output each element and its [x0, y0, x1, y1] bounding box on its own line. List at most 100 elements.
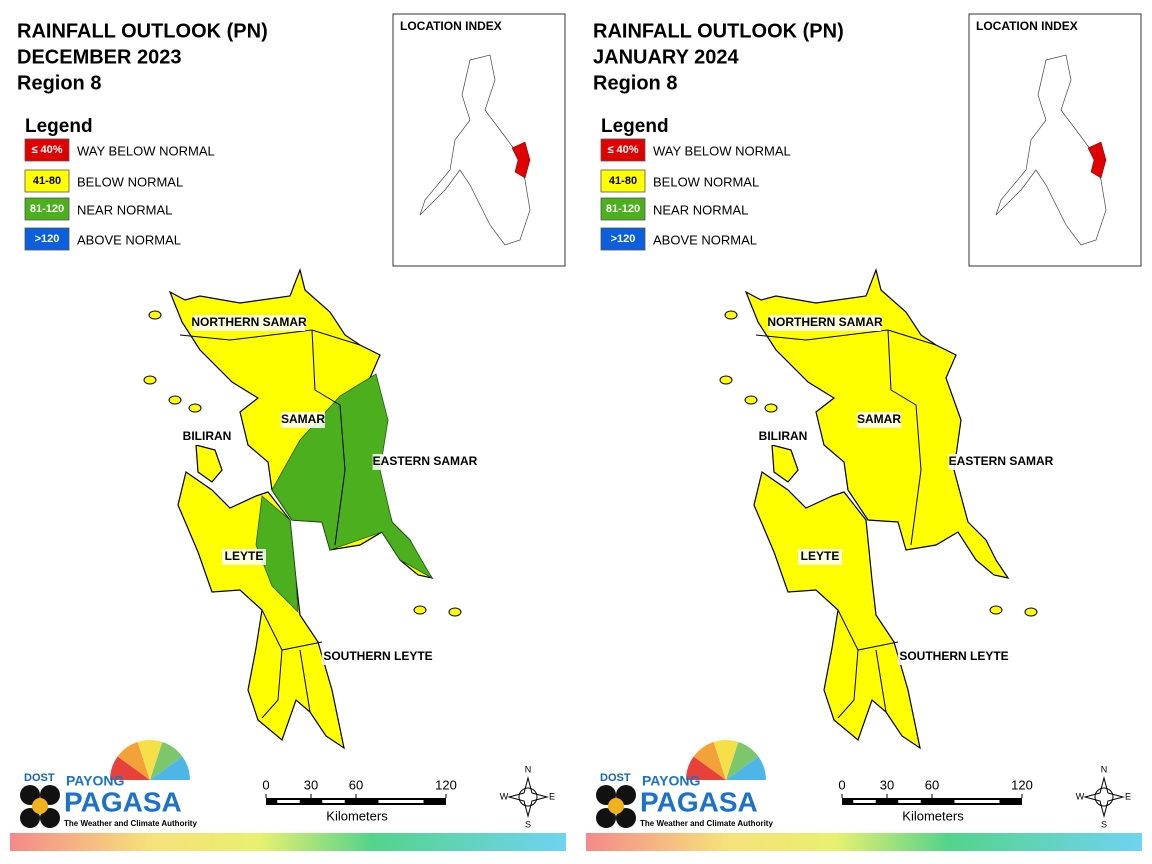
province-label: SAMAR: [281, 412, 325, 426]
legend-swatch: [24, 169, 70, 193]
logo-umbrella: [150, 756, 190, 780]
legend-range: 41-80: [609, 175, 637, 187]
panel-region: Region 8: [17, 72, 101, 94]
scale-segment: [277, 800, 300, 803]
panel-title: RAINFALL OUTLOOK (PN): [17, 20, 268, 42]
province-label-bg: [321, 649, 435, 665]
province-border: [837, 649, 859, 719]
province-label: SOUTHERN LEYTE: [899, 649, 1008, 663]
scale-bar-frame: [842, 798, 1022, 805]
legend-label: ABOVE NORMAL: [77, 232, 181, 247]
legend-swatch: [600, 227, 646, 251]
province-label: NORTHERN SAMAR: [191, 315, 307, 329]
compass-letter: N: [1101, 764, 1108, 774]
province-label-bg: [798, 549, 842, 565]
location-index-title: LOCATION INDEX: [976, 19, 1078, 33]
province-border: [875, 649, 887, 713]
legend-title: Legend: [601, 116, 669, 137]
legend-swatch: [24, 138, 70, 162]
compass-letter: W: [500, 791, 509, 801]
islet: [188, 403, 202, 413]
province-label-bg: [222, 549, 266, 565]
province-label-bg: [372, 454, 478, 470]
footer-gradient: [10, 833, 566, 851]
province-label-bg: [948, 454, 1054, 470]
logo-seal-center: [32, 798, 48, 814]
islet: [724, 310, 738, 320]
province-label: BILIRAN: [183, 429, 232, 443]
logo-seal: [616, 808, 636, 828]
scale-tick-label: 60: [349, 777, 363, 792]
scale-unit: Kilometers: [902, 808, 964, 823]
islet: [764, 403, 778, 413]
region-highlight: [511, 141, 531, 179]
province-border: [755, 329, 937, 346]
logo-umbrella: [726, 741, 759, 780]
logo-agency: DOST: [600, 772, 631, 784]
legend-range: 81-120: [30, 203, 64, 215]
province-label-bg: [857, 412, 901, 428]
province-label: SAMAR: [857, 412, 901, 426]
scale-tick-label: 120: [435, 777, 457, 792]
scale-segment: [898, 800, 921, 803]
province-label-bg: [192, 315, 306, 331]
legend-range: 81-120: [606, 203, 640, 215]
compass-rose: [507, 776, 549, 818]
logo-tagline: The Weather and Climate Authority: [640, 819, 773, 828]
logo-brand-top: PAYONG: [66, 773, 124, 789]
province-border: [179, 329, 361, 346]
legend-range: >120: [35, 233, 60, 245]
scale-segment: [322, 800, 345, 803]
region-highlight: [1087, 141, 1107, 179]
compass-letter: E: [1125, 791, 1131, 801]
legend-label: ABOVE NORMAL: [653, 232, 757, 247]
island-leyte: [753, 471, 921, 750]
scale-tick-label: 60: [925, 777, 939, 792]
province-label: BILIRAN: [759, 429, 808, 443]
legend-swatch: [600, 169, 646, 193]
compass-letter: S: [1101, 819, 1107, 829]
islet: [413, 605, 427, 615]
legend-range: 41-80: [33, 175, 61, 187]
province-label: LEYTE: [801, 549, 840, 563]
logo-umbrella: [110, 756, 150, 780]
footer-gradient: [586, 833, 1142, 851]
logo-umbrella: [137, 740, 163, 780]
logo-seal-center: [608, 798, 624, 814]
compass-letter: S: [525, 819, 531, 829]
logo-tagline: The Weather and Climate Authority: [64, 819, 197, 828]
province-label-bg: [753, 429, 813, 445]
province-label: EASTERN SAMAR: [949, 454, 1054, 468]
legend-label: WAY BELOW NORMAL: [77, 143, 215, 158]
islet: [744, 395, 758, 405]
legend-label: BELOW NORMAL: [77, 174, 183, 189]
legend-label: NEAR NORMAL: [653, 202, 748, 217]
province-label-bg: [281, 412, 325, 428]
legend-range: >120: [611, 233, 636, 245]
province-label: LEYTE: [225, 549, 264, 563]
compass-letter: E: [549, 791, 555, 801]
logo-umbrella: [117, 741, 150, 780]
legend-swatch: [24, 197, 70, 221]
islet: [448, 607, 462, 617]
legend-label: BELOW NORMAL: [653, 174, 759, 189]
scale-tick-label: 30: [880, 777, 894, 792]
legend-swatch: [600, 138, 646, 162]
logo-umbrella: [713, 740, 739, 780]
province-border: [887, 329, 922, 546]
philippines-outline: [419, 54, 531, 246]
logo-umbrella: [693, 741, 726, 780]
logo-brand: PAGASA: [64, 786, 182, 817]
logo-agency: DOST: [24, 772, 55, 784]
island-biliran: [195, 444, 223, 483]
province-label-bg: [177, 429, 237, 445]
compass-letter: N: [525, 764, 532, 774]
logo-brand: PAGASA: [640, 786, 758, 817]
legend-range: ≤ 40%: [31, 144, 62, 156]
panel-region: Region 8: [593, 72, 677, 94]
province-label-bg: [768, 315, 882, 331]
scale-segment: [853, 800, 876, 803]
philippines-outline: [995, 54, 1107, 246]
legend-range: ≤ 40%: [607, 144, 638, 156]
